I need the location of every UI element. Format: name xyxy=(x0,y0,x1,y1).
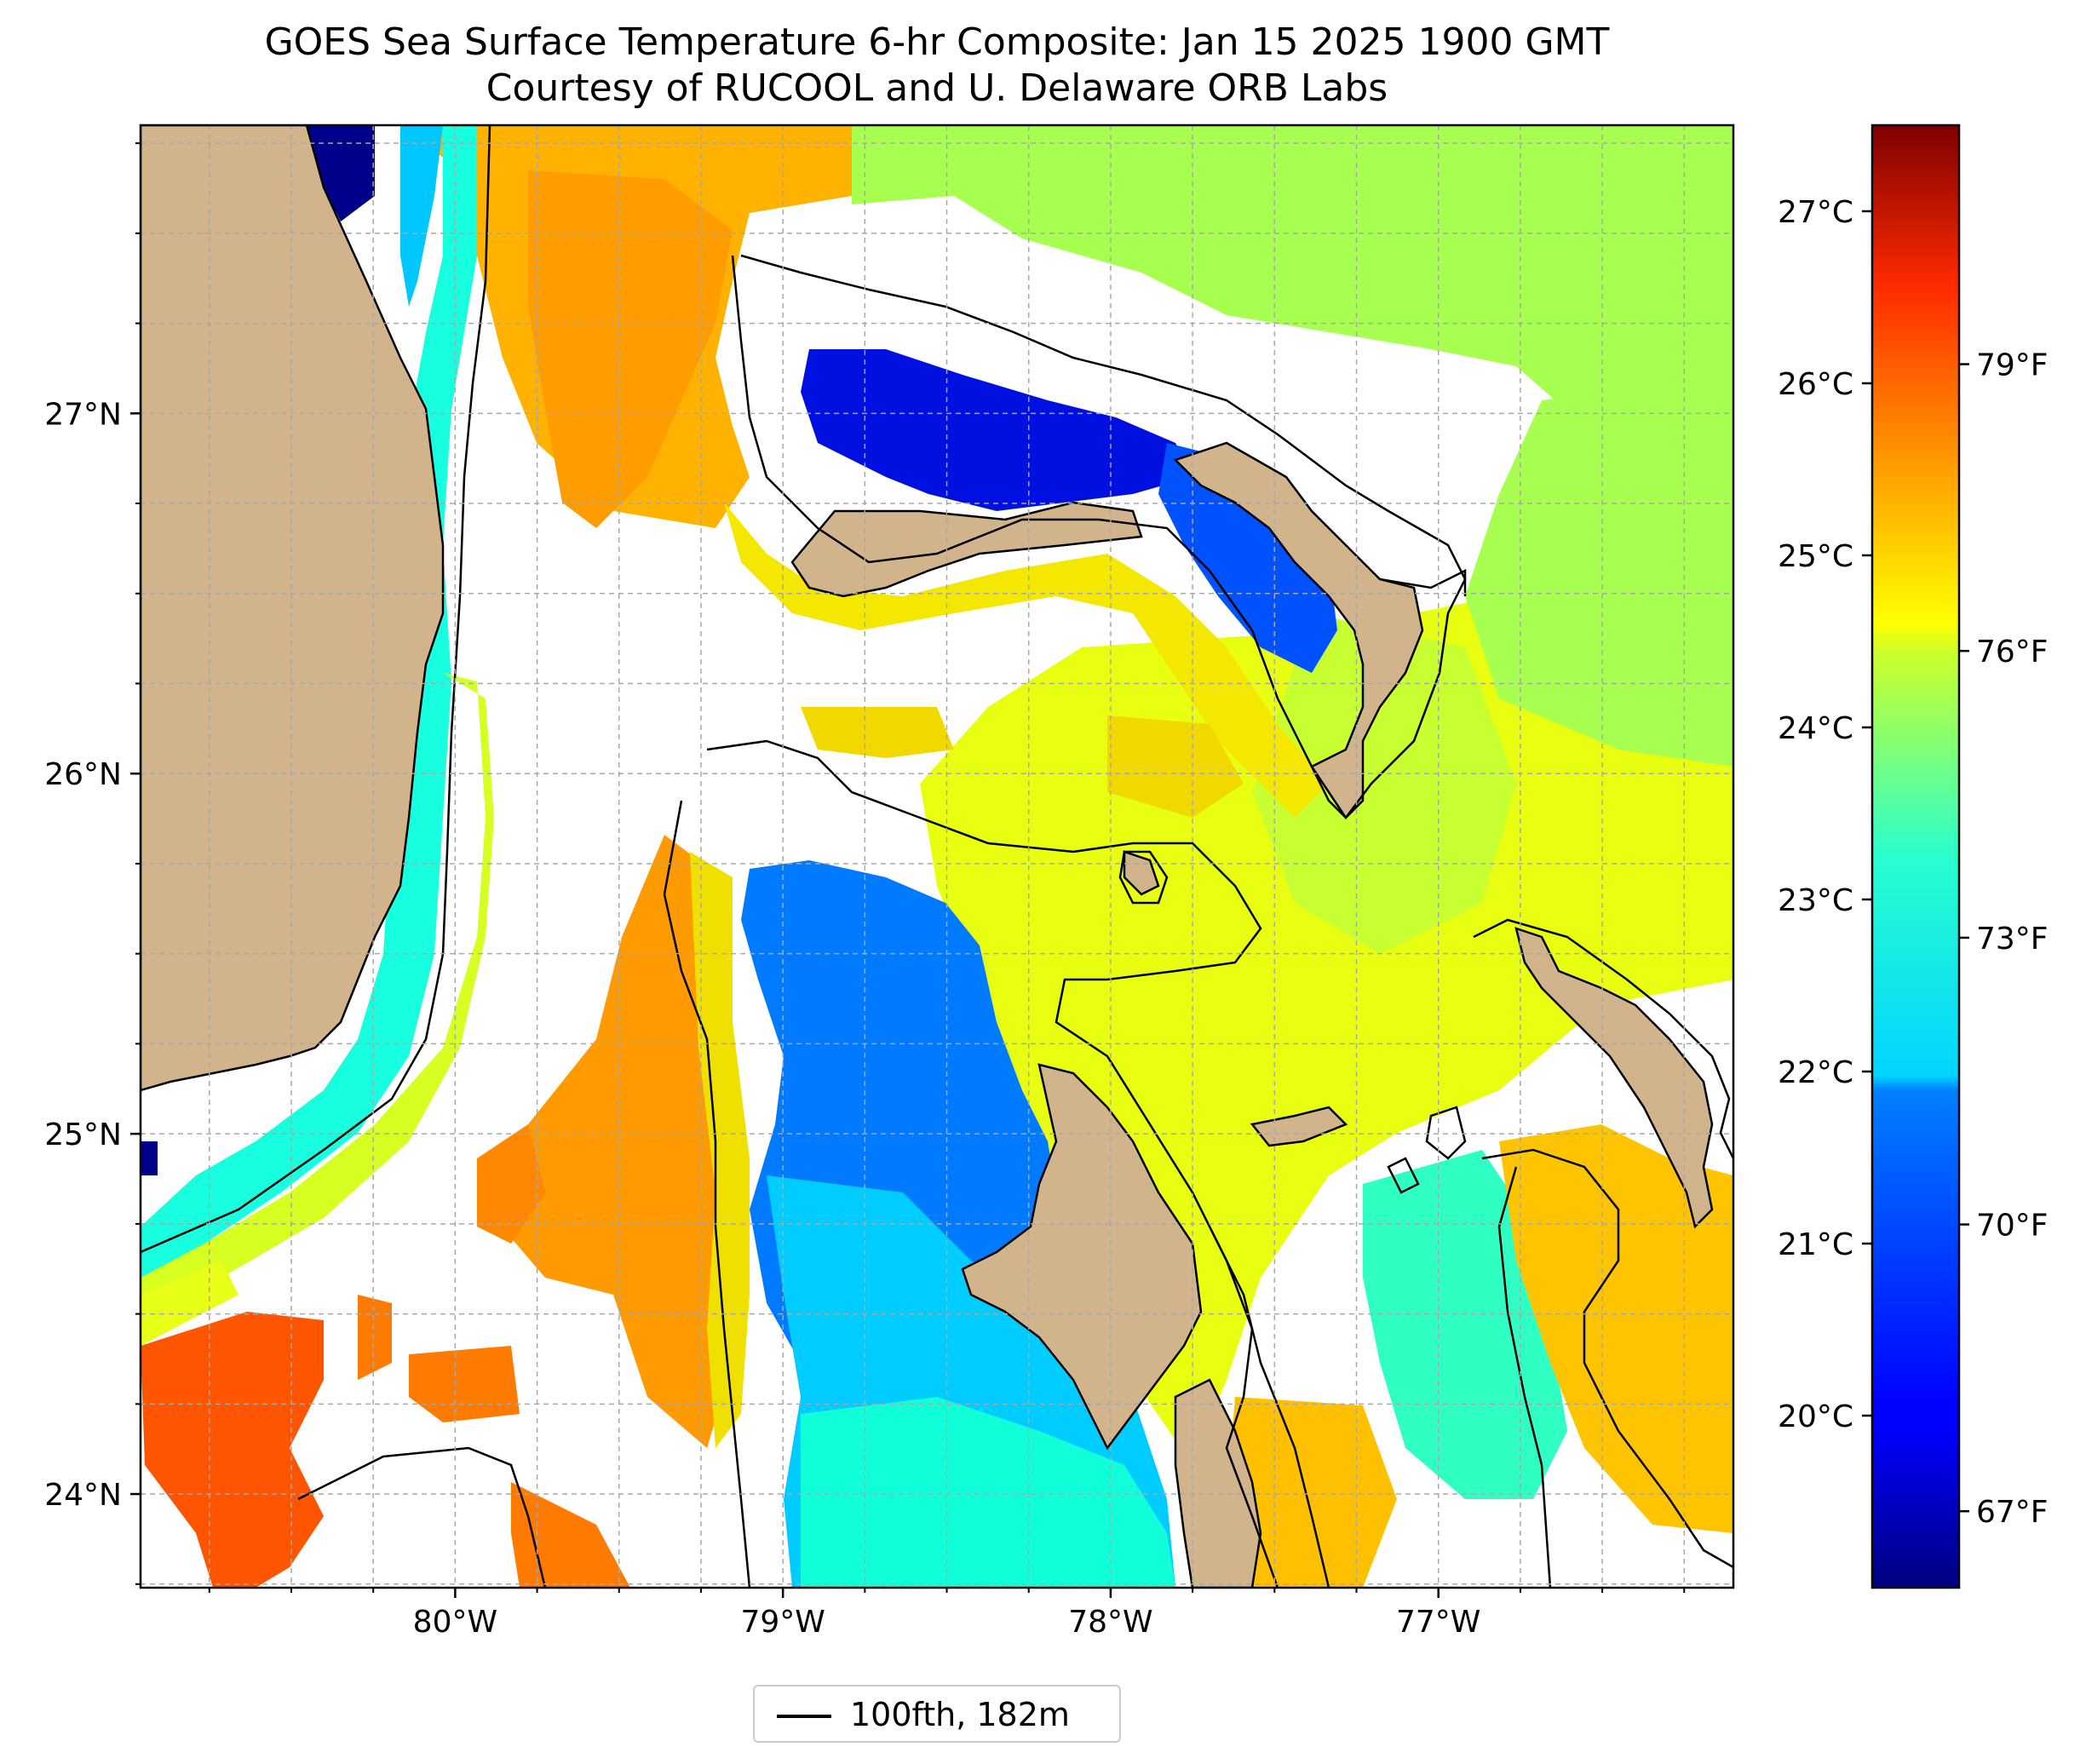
contour-florida-shelf xyxy=(141,125,491,1254)
colorbar-c-label: 20°C xyxy=(1778,1399,1853,1434)
contour-eleuthera-shelf xyxy=(1473,918,1733,1159)
map-frame xyxy=(139,124,1735,1589)
sst-region-straits-west-orange xyxy=(477,1124,545,1244)
contour-little-bahama-bank xyxy=(731,254,1467,819)
sst-region-exuma-orange xyxy=(1499,1124,1733,1533)
contour-andros-east xyxy=(1208,1226,1330,1588)
lon-tick-label: 79°W xyxy=(740,1605,825,1640)
lon-tick-label: 77°W xyxy=(1396,1605,1480,1640)
sst-region-andros-east-orange xyxy=(1227,1397,1397,1588)
colorbar-c-label: 25°C xyxy=(1778,539,1853,574)
colorbar-f-label: 73°F xyxy=(1976,922,2049,957)
sst-region-straits-orange xyxy=(494,835,733,1448)
sst-region-northeast-green xyxy=(852,125,1733,486)
land-eleuthera xyxy=(1514,927,1714,1229)
land-andros-south xyxy=(1174,1378,1262,1588)
contour-legend-label: 100fth, 182m xyxy=(850,1696,1070,1733)
lat-tick-label: 26°N xyxy=(44,757,122,792)
lat-tick-label: 24°N xyxy=(44,1478,122,1513)
sst-region-west-yellow xyxy=(141,1261,238,1346)
contour-island-ring-2 xyxy=(1425,1106,1467,1160)
figure-title: GOES Sea Surface Temperature 6-hr Compos… xyxy=(264,20,1610,64)
lat-tick-label: 25°N xyxy=(44,1118,122,1152)
colorbar-c-label: 21°C xyxy=(1778,1227,1853,1262)
isobath-100fth-contours xyxy=(141,125,1733,1588)
colorbar-c-label: 22°C xyxy=(1778,1055,1853,1090)
sst-region-northeast-yellow-patch xyxy=(801,707,1244,818)
sst-region-abaco-blue xyxy=(1158,443,1337,673)
lon-tick-label: 78°W xyxy=(1068,1605,1152,1640)
sst-region-southwest-orange xyxy=(358,1295,630,1588)
colorbar-f-label: 79°F xyxy=(1976,348,2049,383)
contour-island-ring-3 xyxy=(1387,1157,1420,1194)
colorbar-gradient xyxy=(1872,125,1959,1588)
colorbar: 67°F 70°F 73°F 76°F 79°F 20°C 21°C 22°C 23°C 24°C… xyxy=(1778,124,2049,1589)
colorbar-c-label: 24°C xyxy=(1778,711,1853,746)
graticule-gridlines xyxy=(141,125,1733,1588)
sea-surface-temperature-field xyxy=(141,125,1733,1588)
colorbar-f-label: 67°F xyxy=(1976,1495,2049,1530)
land-berry-islands xyxy=(1123,850,1160,896)
sst-region-tongue-of-ocean-aqua xyxy=(801,1397,1175,1588)
sst-region-florida-coastal-cyan xyxy=(141,125,477,1286)
lat-tick-label: 27°N xyxy=(44,397,122,432)
map-axes: 80°W 79°W 78°W 77°W 24°N 25°N 26°N 27°N xyxy=(44,142,1686,1640)
colorbar-c-label: 23°C xyxy=(1778,883,1853,918)
sst-region-east-green-2 xyxy=(1465,375,1733,767)
land-grand-bahama xyxy=(790,501,1143,598)
colorbar-frame xyxy=(1871,124,1961,1589)
figure-subtitle: Courtesy of RUCOOL and U. Delaware ORB L… xyxy=(486,66,1388,110)
sst-region-straits-yellow xyxy=(690,852,750,1448)
sst-region-florida-coastal-yellow xyxy=(141,673,494,1329)
colorbar-c-label: 27°C xyxy=(1778,195,1853,230)
contour-exuma-sound xyxy=(1481,1148,1733,1569)
sst-region-little-bahama-bank-blue xyxy=(801,349,1192,511)
colorbar-ticks: 67°F 70°F 73°F 76°F 79°F 20°C 21°C 22°C 23°C 24°C… xyxy=(1778,195,2048,1530)
land-andros xyxy=(961,1063,1203,1451)
contour-cay-sal-bank xyxy=(663,800,751,1588)
lon-tick-label: 80°W xyxy=(413,1605,497,1640)
sst-region-florida-coastal-north-cyan xyxy=(400,125,443,307)
contour-island-ring xyxy=(1118,850,1169,905)
contour-north-abaco xyxy=(1379,568,1467,596)
colorbar-f-label: 70°F xyxy=(1976,1209,2049,1244)
contour-legend-line-swatch xyxy=(777,1715,831,1718)
contour-legend: 100fth, 182m xyxy=(753,1685,1121,1743)
sst-region-southwest-red-orange xyxy=(141,1312,324,1588)
contour-exuma-sound-west xyxy=(1497,1166,1552,1588)
colorbar-c-label: 26°C xyxy=(1778,367,1853,402)
colorbar-f-label: 76°F xyxy=(1976,635,2049,669)
sst-region-grand-bahama-south xyxy=(724,503,1329,818)
land-new-providence xyxy=(1250,1106,1348,1147)
sst-region-east-green-3 xyxy=(1252,613,1516,954)
sst-region-north-orange-2 xyxy=(528,170,733,528)
map-area xyxy=(141,125,1733,1588)
contour-south-straits xyxy=(297,1446,547,1588)
